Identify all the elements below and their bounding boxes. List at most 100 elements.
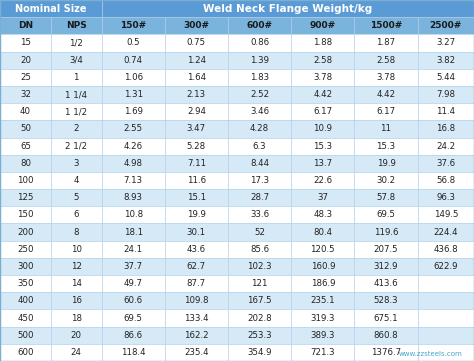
Text: 253.3: 253.3 — [247, 331, 272, 340]
Bar — [228, 189, 291, 206]
Text: 65: 65 — [20, 142, 31, 151]
Bar — [228, 52, 291, 69]
Bar — [291, 138, 355, 155]
Bar — [165, 86, 228, 103]
Text: 389.3: 389.3 — [310, 331, 335, 340]
Bar — [0, 189, 51, 206]
Text: 2.58: 2.58 — [376, 56, 395, 65]
Bar — [165, 52, 228, 69]
Text: 300: 300 — [17, 262, 34, 271]
Bar — [101, 69, 165, 86]
Text: 2.55: 2.55 — [124, 125, 143, 134]
Bar — [0, 0, 101, 17]
Bar — [51, 17, 101, 34]
Text: 413.6: 413.6 — [374, 279, 398, 288]
Bar — [291, 69, 355, 86]
Text: 5.28: 5.28 — [187, 142, 206, 151]
Bar — [418, 327, 474, 344]
Text: 1.64: 1.64 — [187, 73, 206, 82]
Bar — [291, 309, 355, 327]
Text: 1.06: 1.06 — [124, 73, 143, 82]
Text: 4: 4 — [73, 176, 79, 185]
Text: Weld Neck Flange Weight/kg: Weld Neck Flange Weight/kg — [203, 4, 373, 14]
Text: 250: 250 — [17, 245, 34, 254]
Bar — [418, 155, 474, 172]
Bar — [291, 292, 355, 309]
Text: 30.2: 30.2 — [376, 176, 395, 185]
Bar — [101, 223, 165, 241]
Text: 37.6: 37.6 — [436, 159, 456, 168]
Bar — [165, 172, 228, 189]
Bar — [291, 34, 355, 52]
Text: 109.8: 109.8 — [184, 296, 209, 305]
Text: Nominal Size: Nominal Size — [15, 4, 87, 14]
Bar — [291, 258, 355, 275]
Bar — [355, 241, 418, 258]
Text: www.zzsteels.com: www.zzsteels.com — [399, 351, 462, 357]
Text: 48.3: 48.3 — [313, 210, 332, 219]
Bar — [355, 223, 418, 241]
Bar — [355, 34, 418, 52]
Text: 3.82: 3.82 — [436, 56, 456, 65]
Text: 57.8: 57.8 — [376, 193, 395, 202]
Text: 2: 2 — [73, 125, 79, 134]
Text: 1.69: 1.69 — [124, 107, 143, 116]
Text: 24.2: 24.2 — [436, 142, 456, 151]
Bar — [51, 172, 101, 189]
Bar — [291, 172, 355, 189]
Text: 40: 40 — [20, 107, 31, 116]
Text: 224.4: 224.4 — [434, 227, 458, 236]
Text: 400: 400 — [17, 296, 34, 305]
Text: 16.8: 16.8 — [436, 125, 456, 134]
Text: 56.8: 56.8 — [436, 176, 456, 185]
Text: 2.94: 2.94 — [187, 107, 206, 116]
Bar — [228, 327, 291, 344]
Bar — [101, 189, 165, 206]
Text: 4.26: 4.26 — [124, 142, 143, 151]
Bar — [165, 155, 228, 172]
Text: 85.6: 85.6 — [250, 245, 269, 254]
Bar — [101, 258, 165, 275]
Bar — [291, 155, 355, 172]
Text: 319.3: 319.3 — [310, 313, 335, 322]
Bar — [165, 120, 228, 138]
Text: 6: 6 — [73, 210, 79, 219]
Text: 119.6: 119.6 — [374, 227, 398, 236]
Text: 450: 450 — [17, 313, 34, 322]
Bar — [165, 258, 228, 275]
Bar — [165, 241, 228, 258]
Bar — [228, 275, 291, 292]
Text: 37: 37 — [317, 193, 328, 202]
Bar — [355, 86, 418, 103]
Text: 0.75: 0.75 — [187, 39, 206, 48]
Text: 50: 50 — [20, 125, 31, 134]
Text: 436.8: 436.8 — [434, 245, 458, 254]
Bar — [228, 258, 291, 275]
Bar — [418, 138, 474, 155]
Bar — [165, 292, 228, 309]
Bar — [101, 155, 165, 172]
Bar — [51, 292, 101, 309]
Bar — [418, 206, 474, 223]
Bar — [418, 292, 474, 309]
Bar — [355, 138, 418, 155]
Bar — [0, 223, 51, 241]
Bar — [418, 17, 474, 34]
Text: 149.5: 149.5 — [434, 210, 458, 219]
Bar — [228, 103, 291, 120]
Bar — [0, 258, 51, 275]
Text: 1.31: 1.31 — [124, 90, 143, 99]
Text: 7.98: 7.98 — [436, 90, 456, 99]
Bar — [418, 258, 474, 275]
Text: 600: 600 — [17, 348, 34, 357]
Text: 160.9: 160.9 — [310, 262, 335, 271]
Text: 22.6: 22.6 — [313, 176, 332, 185]
Bar — [355, 258, 418, 275]
Bar — [0, 309, 51, 327]
Bar — [101, 309, 165, 327]
Text: 30.1: 30.1 — [187, 227, 206, 236]
Bar — [51, 309, 101, 327]
Bar — [0, 52, 51, 69]
Bar — [418, 172, 474, 189]
Bar — [165, 327, 228, 344]
